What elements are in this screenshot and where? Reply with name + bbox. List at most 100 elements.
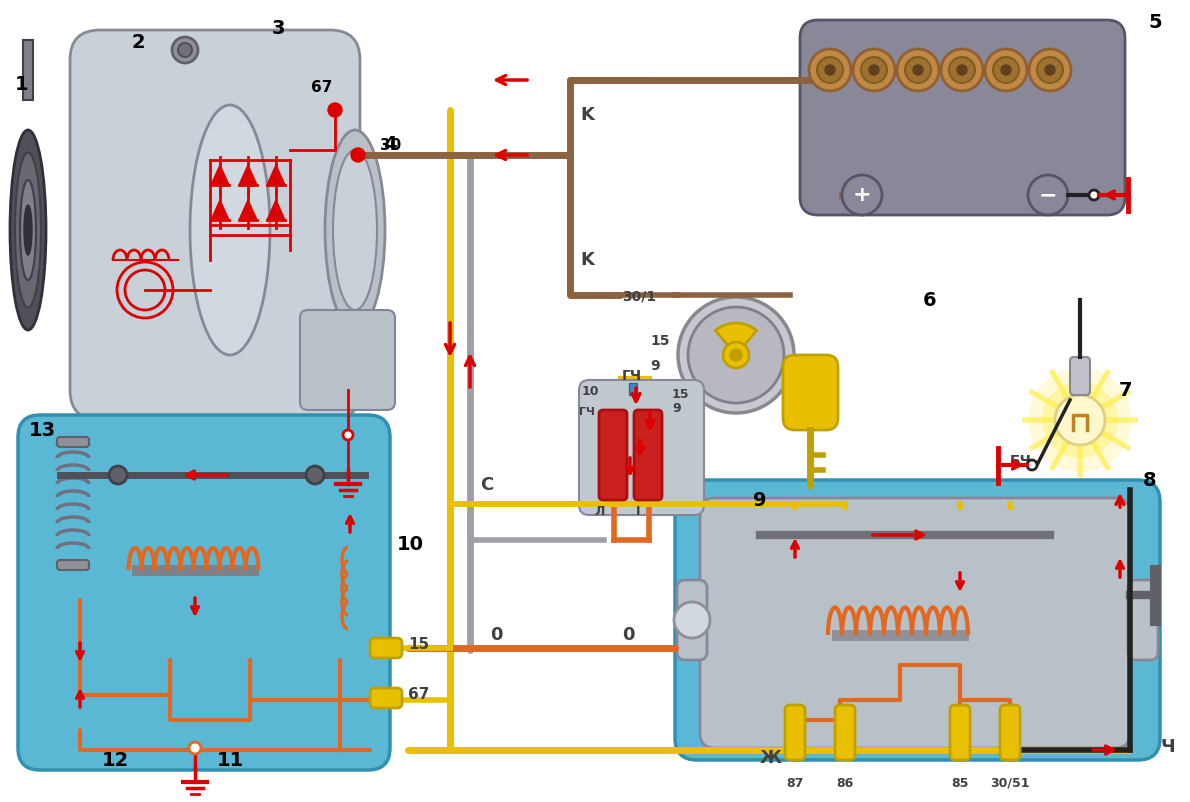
Text: 3: 3 <box>271 18 284 38</box>
Circle shape <box>1045 65 1056 75</box>
Text: 0: 0 <box>490 626 502 644</box>
Circle shape <box>178 43 192 57</box>
FancyBboxPatch shape <box>1070 357 1090 395</box>
Circle shape <box>1027 460 1036 470</box>
FancyBboxPatch shape <box>18 415 390 770</box>
Text: 85: 85 <box>951 777 969 790</box>
Text: 9: 9 <box>753 491 766 509</box>
FancyBboxPatch shape <box>70 30 361 420</box>
Text: 7: 7 <box>1119 380 1132 399</box>
Circle shape <box>1001 65 1012 75</box>
Text: Ж: Ж <box>760 749 782 767</box>
Text: 10: 10 <box>582 385 600 398</box>
Text: K: K <box>580 251 594 269</box>
Circle shape <box>843 175 882 215</box>
FancyBboxPatch shape <box>370 688 402 708</box>
Text: Ч: Ч <box>1160 738 1175 756</box>
Text: 30: 30 <box>380 137 401 152</box>
Text: I: I <box>635 505 640 518</box>
Ellipse shape <box>333 150 377 310</box>
Text: K: K <box>580 106 594 124</box>
FancyBboxPatch shape <box>950 705 970 760</box>
Text: +: + <box>853 185 871 205</box>
Circle shape <box>724 342 749 368</box>
Text: 15: 15 <box>408 637 430 652</box>
Circle shape <box>941 49 983 91</box>
Polygon shape <box>239 165 257 185</box>
Circle shape <box>328 103 342 117</box>
Polygon shape <box>239 200 257 220</box>
Circle shape <box>809 49 851 91</box>
Text: 0: 0 <box>622 626 634 644</box>
Circle shape <box>862 57 887 83</box>
FancyBboxPatch shape <box>370 638 402 658</box>
FancyBboxPatch shape <box>57 437 89 447</box>
Circle shape <box>109 466 127 484</box>
Text: 6: 6 <box>923 290 937 310</box>
Text: 30/1: 30/1 <box>622 289 656 303</box>
Ellipse shape <box>325 130 386 330</box>
Text: 86: 86 <box>837 777 853 790</box>
Text: БЧ: БЧ <box>1010 454 1032 468</box>
Circle shape <box>189 742 201 754</box>
Bar <box>134 548 255 592</box>
Bar <box>23 40 33 100</box>
Wedge shape <box>715 323 757 355</box>
Circle shape <box>853 49 895 91</box>
Text: 2: 2 <box>131 33 145 51</box>
Polygon shape <box>267 165 284 185</box>
Text: 87: 87 <box>787 777 803 790</box>
FancyBboxPatch shape <box>57 560 89 570</box>
Text: 9: 9 <box>672 402 681 415</box>
Circle shape <box>948 57 975 83</box>
FancyBboxPatch shape <box>835 705 854 760</box>
Circle shape <box>1029 49 1071 91</box>
Text: 11: 11 <box>217 751 244 769</box>
Circle shape <box>351 148 365 162</box>
Circle shape <box>306 466 324 484</box>
FancyBboxPatch shape <box>675 480 1160 760</box>
FancyBboxPatch shape <box>634 410 662 500</box>
Bar <box>630 383 637 395</box>
FancyBboxPatch shape <box>800 20 1125 215</box>
Ellipse shape <box>20 180 36 280</box>
Text: 67: 67 <box>312 80 333 95</box>
FancyBboxPatch shape <box>785 705 804 760</box>
Text: 30/51: 30/51 <box>990 777 1029 790</box>
Text: 10: 10 <box>396 536 424 554</box>
FancyBboxPatch shape <box>783 355 838 430</box>
Circle shape <box>688 307 784 403</box>
Circle shape <box>825 65 835 75</box>
FancyBboxPatch shape <box>599 410 627 500</box>
Circle shape <box>173 37 198 63</box>
Circle shape <box>869 65 879 75</box>
Circle shape <box>913 65 923 75</box>
Polygon shape <box>267 200 284 220</box>
Text: 67: 67 <box>408 687 430 702</box>
Text: ГЧ: ГЧ <box>580 407 595 417</box>
Circle shape <box>906 57 931 83</box>
Text: 8: 8 <box>1144 471 1157 489</box>
Polygon shape <box>211 165 228 185</box>
Text: Л: Л <box>594 505 605 518</box>
Text: 1: 1 <box>15 75 29 95</box>
Text: 5: 5 <box>1148 13 1161 31</box>
Ellipse shape <box>10 130 46 330</box>
FancyBboxPatch shape <box>580 380 704 515</box>
FancyBboxPatch shape <box>677 580 707 660</box>
Ellipse shape <box>190 105 270 355</box>
Text: −: − <box>1039 185 1057 205</box>
Circle shape <box>1089 190 1100 200</box>
FancyBboxPatch shape <box>1000 705 1020 760</box>
Text: 15: 15 <box>672 388 689 401</box>
FancyBboxPatch shape <box>300 310 395 410</box>
Text: 13: 13 <box>29 420 56 439</box>
Text: 15: 15 <box>650 334 670 348</box>
Circle shape <box>343 430 353 440</box>
Text: 9: 9 <box>650 359 659 373</box>
Text: C: C <box>480 476 493 494</box>
Circle shape <box>818 57 843 83</box>
Circle shape <box>1042 382 1117 458</box>
Text: ГЧ: ГЧ <box>622 369 643 383</box>
FancyBboxPatch shape <box>700 498 1130 748</box>
